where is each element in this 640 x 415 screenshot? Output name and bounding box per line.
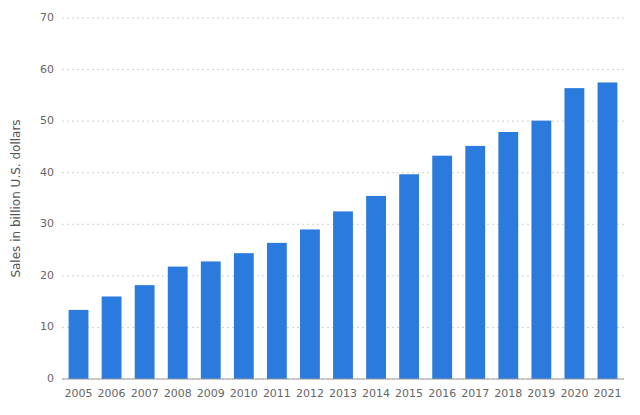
bar	[69, 310, 89, 379]
x-axis-line	[62, 379, 624, 380]
y-tick-label: 40	[40, 166, 54, 179]
x-tick-label: 2005	[65, 387, 93, 400]
chart: 0102030405060702005200620072008200920102…	[0, 0, 640, 415]
grid-line	[62, 69, 624, 70]
bar	[531, 121, 551, 379]
x-tick-label: 2015	[395, 387, 423, 400]
x-tick-label: 2012	[296, 387, 324, 400]
bar	[564, 88, 584, 379]
x-tick-label: 2014	[362, 387, 390, 400]
x-tick-label: 2019	[527, 387, 555, 400]
x-tick-label: 2008	[164, 387, 192, 400]
x-tick-label: 2020	[560, 387, 588, 400]
x-tick-label: 2007	[131, 387, 159, 400]
grid-line	[62, 379, 624, 380]
grid-line	[62, 18, 624, 19]
y-tick-label: 70	[40, 11, 54, 24]
bar	[498, 132, 518, 379]
y-tick-label: 20	[40, 269, 54, 282]
bar	[201, 261, 221, 379]
bar	[432, 156, 452, 379]
x-tick-label: 2017	[461, 387, 489, 400]
x-tick-label: 2013	[329, 387, 357, 400]
bar	[267, 243, 287, 379]
bar	[234, 253, 254, 379]
x-tick-label: 2018	[494, 387, 522, 400]
bar	[399, 174, 419, 379]
y-tick-label: 60	[40, 63, 54, 76]
bar	[598, 82, 618, 379]
y-tick-label: 50	[40, 114, 54, 127]
bar	[300, 229, 320, 379]
x-tick-label: 2006	[98, 387, 126, 400]
y-axis: 0 10 20 30 40 50 60 70	[40, 11, 624, 385]
y-tick-label: 0	[47, 372, 54, 385]
x-tick-label: 2011	[263, 387, 291, 400]
bar	[102, 296, 122, 379]
x-tick-label: 2009	[197, 387, 225, 400]
y-axis-label: Sales in billion U.S. dollars	[9, 119, 23, 277]
y-tick-label: 10	[40, 320, 54, 333]
bar	[333, 211, 353, 379]
y-tick-label: 30	[40, 217, 54, 230]
x-tick-label: 2010	[230, 387, 258, 400]
x-tick-label: 2021	[593, 387, 621, 400]
bars	[69, 82, 618, 379]
bar	[168, 267, 188, 379]
x-tick-label: 2016	[428, 387, 456, 400]
bar	[135, 285, 155, 379]
bar	[366, 196, 386, 379]
bar	[465, 146, 485, 379]
x-axis: 2005 2006 2007 2008 2009 2010 2011 2012 2013 2014…	[65, 387, 622, 400]
